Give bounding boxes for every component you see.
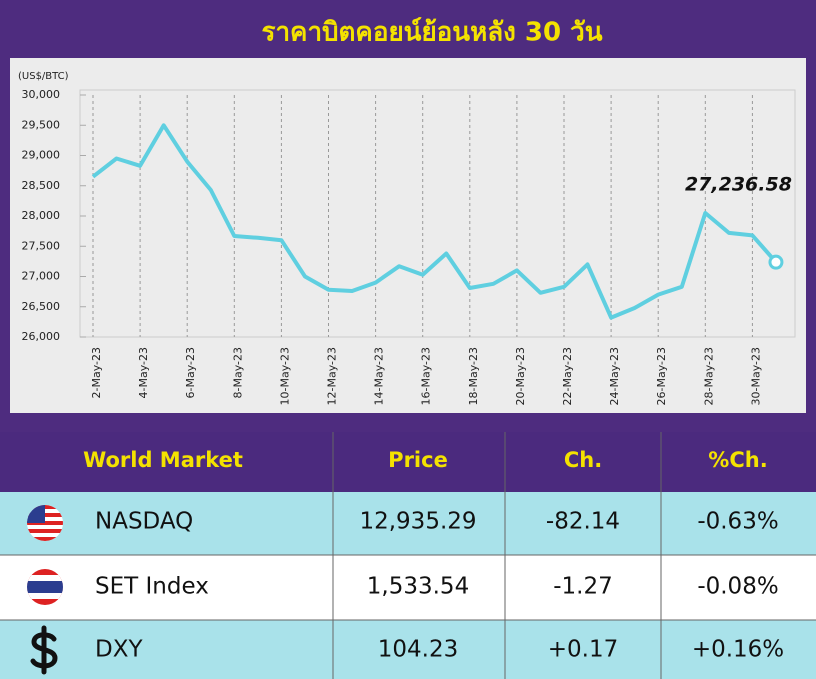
y-tick-label: 28,500: [22, 179, 61, 192]
x-tick-label: 4-May-23: [137, 347, 150, 398]
y-tick-label: 27,000: [22, 270, 61, 283]
table-cell: +0.16%: [692, 637, 784, 663]
header-cell: %Ch.: [708, 448, 767, 472]
th-flag: [27, 569, 63, 605]
table-cell: NASDAQ: [95, 509, 193, 535]
chart-panel: [10, 58, 806, 413]
x-tick-label: 8-May-23: [231, 347, 244, 398]
plot-area: [79, 89, 796, 338]
x-tick-label: 22-May-23: [561, 347, 574, 405]
y-tick-label: 27,500: [22, 239, 61, 252]
table-cell: DXY: [95, 637, 143, 663]
y-axis-label: (US$/BTC): [18, 71, 69, 82]
table-cell: 1,533.54: [367, 574, 469, 600]
y-tick-label: 28,000: [22, 209, 61, 222]
x-tick-label: 28-May-23: [702, 347, 715, 405]
table-header: [0, 432, 816, 492]
table-row: [0, 620, 816, 679]
table-cell: -1.27: [553, 574, 613, 600]
header-cell: Price: [388, 448, 448, 472]
x-tick-label: 6-May-23: [184, 347, 197, 398]
x-tick-label: 26-May-23: [655, 347, 668, 405]
table-cell: -0.63%: [697, 509, 778, 535]
table-cell: 12,935.29: [359, 509, 476, 535]
x-tick-label: 30-May-23: [749, 347, 762, 405]
header-cell: Ch.: [564, 448, 602, 472]
table-cell: -82.14: [546, 509, 620, 535]
table-row: [0, 555, 816, 620]
y-tick-label: 29,500: [22, 118, 61, 131]
table-cell: -0.08%: [697, 574, 778, 600]
y-tick-label: 26,000: [22, 330, 61, 343]
us-flag: [27, 505, 63, 541]
x-tick-label: 2-May-23: [90, 347, 103, 398]
chart-title: ราคาบิตคอยน์ย้อนหลัง 30 วัน: [261, 17, 602, 48]
x-tick-label: 12-May-23: [326, 347, 339, 405]
header-cell: World Market: [83, 448, 243, 472]
y-tick-label: 29,000: [22, 149, 61, 162]
dollar-icon: [30, 625, 58, 675]
y-tick-label: 26,500: [22, 300, 61, 313]
table-row: [0, 492, 816, 555]
column-dividers: [0, 432, 816, 679]
x-tick-label: 10-May-23: [278, 347, 291, 405]
table-cell: +0.17: [548, 637, 618, 663]
price-line: [91, 123, 778, 320]
last-point: [768, 254, 784, 270]
x-tick-label: 14-May-23: [373, 347, 386, 405]
x-tick-label: 16-May-23: [420, 347, 433, 405]
x-tick-label: 24-May-23: [608, 347, 621, 405]
x-tick-label: 18-May-23: [467, 347, 480, 405]
y-tick-label: 30,000: [22, 88, 61, 101]
table-cell: SET Index: [95, 574, 209, 600]
x-tick-label: 20-May-23: [514, 347, 527, 405]
data-label: 27,236.58: [685, 174, 792, 196]
table-cell: 104.23: [378, 637, 458, 663]
